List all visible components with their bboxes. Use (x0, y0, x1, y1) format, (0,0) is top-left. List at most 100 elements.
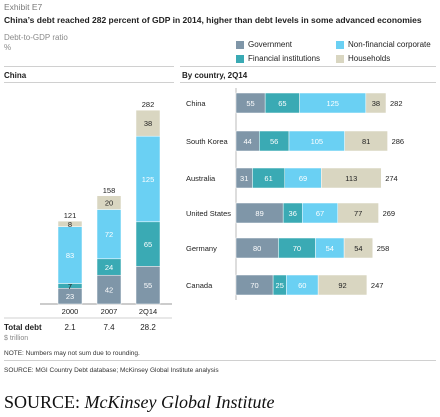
country-bar-canada-households (317, 274, 368, 296)
china-label-2007-government: 42 (105, 286, 113, 295)
china-label-2000-non-financial-corporate: 83 (66, 251, 74, 260)
footer-rule (4, 360, 436, 361)
country-bar-south-korea-households (344, 130, 388, 152)
country-total-south-korea: 286 (392, 137, 405, 146)
china-total-debt-2q14: 28.2 (140, 323, 156, 332)
country-total-australia: 274 (385, 174, 398, 183)
country-label-united-states-households: 77 (354, 209, 362, 218)
country-total-united-states: 269 (383, 209, 396, 218)
country-label-south-korea-non-financial-corporate: 105 (311, 137, 324, 146)
country-label-germany-non-financial-corporate: 54 (326, 244, 334, 253)
country-label-south-korea-households: 81 (362, 137, 370, 146)
country-label-canada-government: 70 (250, 281, 258, 290)
country-label-china-government: 55 (246, 99, 254, 108)
source-caption-prefix: SOURCE: (4, 392, 85, 412)
china-total-2000: 121 (64, 211, 77, 220)
legend: Government Non-financial corporate Finan… (236, 40, 436, 74)
country-label-canada-financial-institutions: 25 (276, 281, 284, 290)
source-caption-name: McKinsey Global Institute (84, 392, 275, 412)
china-label-2000-government: 23 (66, 292, 74, 301)
source-text: SOURCE: MGI Country Debt database; McKin… (4, 367, 219, 374)
legend-swatch-households (336, 55, 344, 63)
legend-label-financial: Financial institutions (248, 54, 321, 63)
china-bar-2007-non-financial-corporate (96, 209, 122, 260)
country-label-china-financial-institutions: 65 (278, 99, 286, 108)
china-bar-2007-government (96, 274, 122, 305)
china-label-2000-households: 8 (68, 220, 72, 229)
country-label-united-states-government: 89 (255, 209, 263, 218)
country-label-australia-financial-institutions: 61 (264, 174, 272, 183)
china-xtick-2007: 2007 (101, 307, 118, 316)
legend-swatch-government (236, 41, 244, 49)
metric-name: Debt-to-GDP ratio (4, 33, 68, 42)
left-panel-title: China (4, 71, 27, 80)
china-label-2007-financial-institutions: 24 (105, 263, 113, 272)
china-label-2007-households: 20 (105, 199, 113, 208)
china-total-2007: 158 (103, 186, 116, 195)
legend-swatch-financial (236, 55, 244, 63)
country-total-china: 282 (390, 99, 403, 108)
country-label-australia-government: 31 (240, 174, 248, 183)
country-label-germany-financial-institutions: 70 (293, 244, 301, 253)
legend-label-households: Households (348, 54, 391, 63)
total-debt-label: Total debt (4, 323, 42, 332)
china-label-2q14-households: 38 (144, 119, 152, 128)
country-label-china-households: 38 (372, 99, 380, 108)
country-label-south-korea-government: 44 (243, 137, 251, 146)
china-label-2000-financial-institutions: 7 (68, 282, 72, 291)
right-panel-title: By country, 2Q14 (182, 71, 248, 80)
china-bar-2q14-non-financial-corporate (135, 135, 161, 223)
china-bar-2q14-households (135, 109, 161, 137)
country-label-united-states-financial-institutions: 36 (289, 209, 297, 218)
country-bar-australia-households (321, 167, 382, 189)
exhibit-label: Exhibit E7 (4, 2, 43, 12)
china-total-debt-2007: 7.4 (103, 323, 115, 332)
country-name-germany: Germany (186, 244, 217, 253)
legend-label-nonfinancial: Non-financial corporate (348, 40, 431, 49)
country-label-germany-government: 80 (253, 244, 261, 253)
right-panel-top-rule (180, 66, 436, 67)
right-panel-header-rule (180, 82, 436, 83)
china-total-2q14: 282 (142, 100, 155, 109)
china-label-2007-non-financial-corporate: 72 (105, 230, 113, 239)
china-total-debt-2000: 2.1 (64, 323, 76, 332)
note-text: NOTE: Numbers may not sum due to roundin… (4, 350, 140, 357)
country-label-australia-non-financial-corporate: 69 (299, 174, 307, 183)
country-total-germany: 258 (377, 244, 390, 253)
china-xtick-2000: 2000 (62, 307, 79, 316)
country-total-canada: 247 (371, 281, 384, 290)
country-label-south-korea-financial-institutions: 56 (270, 137, 278, 146)
metric-unit: % (4, 43, 12, 52)
china-label-2q14-financial-institutions: 65 (144, 240, 152, 249)
country-bar-china-households (365, 92, 387, 114)
country-label-united-states-non-financial-corporate: 67 (316, 209, 324, 218)
left-panel-header-rule (4, 82, 174, 83)
country-bar-germany-households (343, 237, 373, 259)
country-name-china: China (186, 99, 206, 108)
country-name-south-korea: South Korea (186, 137, 229, 146)
country-bar-united-states-households (337, 202, 379, 224)
legend-label-government: Government (248, 40, 293, 49)
source-caption: SOURCE: McKinsey Global Institute (4, 392, 275, 413)
country-name-canada: Canada (186, 281, 213, 290)
china-bar-2007-households (96, 195, 122, 210)
country-label-canada-non-financial-corporate: 60 (298, 281, 306, 290)
china-label-2q14-non-financial-corporate: 125 (142, 175, 155, 184)
left-panel-top-rule (4, 66, 174, 67)
china-label-2q14-government: 55 (144, 281, 152, 290)
country-label-canada-households: 92 (338, 281, 346, 290)
china-bar-2q14-financial-institutions (135, 221, 161, 267)
country-label-china-non-financial-corporate: 125 (326, 99, 339, 108)
legend-swatch-nonfinancial (336, 41, 344, 49)
china-bar-2000-non-financial-corporate (57, 226, 83, 284)
country-label-australia-households: 113 (345, 174, 357, 183)
china-bar-2000-households (57, 220, 83, 227)
china-xtick-2q14: 2Q14 (139, 307, 157, 316)
country-name-australia: Australia (186, 174, 216, 183)
total-debt-unit: $ trillion (4, 335, 28, 342)
country-label-germany-households: 54 (354, 244, 362, 253)
metric-label: Debt-to-GDP ratio % (4, 33, 68, 53)
country-name-united-states: United States (186, 209, 231, 218)
chart-title: China’s debt reached 282 percent of GDP … (4, 15, 422, 25)
